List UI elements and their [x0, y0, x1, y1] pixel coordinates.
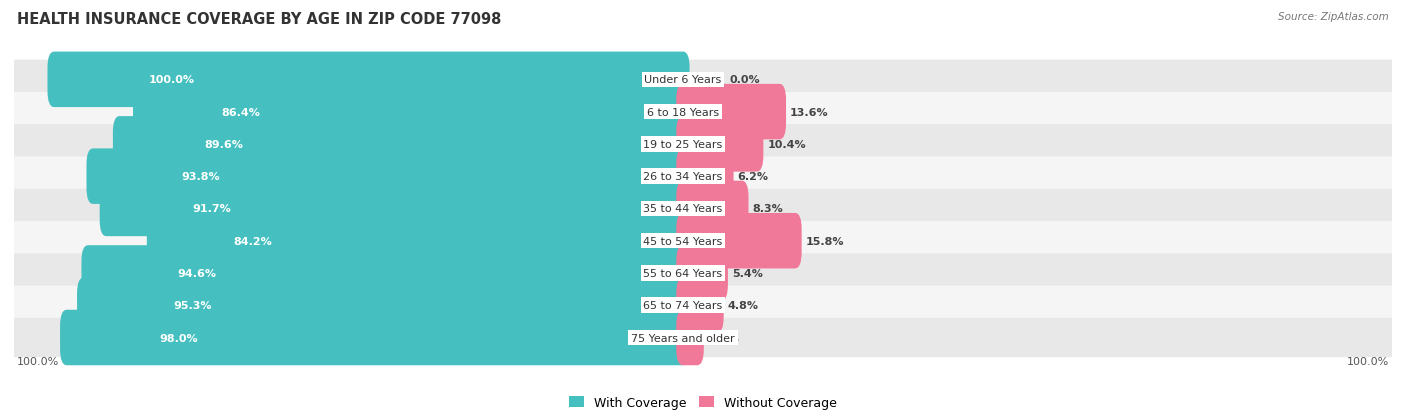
Text: 100.0%: 100.0% — [1347, 356, 1389, 366]
Text: 95.3%: 95.3% — [173, 301, 212, 311]
Text: Source: ZipAtlas.com: Source: ZipAtlas.com — [1278, 12, 1389, 22]
Text: 100.0%: 100.0% — [149, 75, 194, 85]
FancyBboxPatch shape — [13, 157, 1393, 196]
FancyBboxPatch shape — [13, 125, 1393, 164]
FancyBboxPatch shape — [134, 85, 689, 140]
Text: 100.0%: 100.0% — [17, 356, 59, 366]
FancyBboxPatch shape — [676, 85, 786, 140]
Text: 8.3%: 8.3% — [752, 204, 783, 214]
FancyBboxPatch shape — [112, 117, 689, 172]
Text: 93.8%: 93.8% — [181, 172, 221, 182]
Text: 2.0%: 2.0% — [707, 333, 738, 343]
Text: 75 Years and older: 75 Years and older — [631, 333, 735, 343]
Text: 89.6%: 89.6% — [204, 140, 243, 150]
Text: 6 to 18 Years: 6 to 18 Years — [647, 107, 718, 117]
Text: 35 to 44 Years: 35 to 44 Years — [644, 204, 723, 214]
Legend: With Coverage, Without Coverage: With Coverage, Without Coverage — [564, 391, 842, 413]
Text: Under 6 Years: Under 6 Years — [644, 75, 721, 85]
FancyBboxPatch shape — [676, 181, 748, 237]
Text: 86.4%: 86.4% — [221, 107, 260, 117]
Text: 45 to 54 Years: 45 to 54 Years — [644, 236, 723, 246]
FancyBboxPatch shape — [100, 181, 689, 237]
FancyBboxPatch shape — [60, 310, 689, 366]
Text: 55 to 64 Years: 55 to 64 Years — [644, 268, 723, 278]
FancyBboxPatch shape — [13, 61, 1393, 100]
FancyBboxPatch shape — [13, 93, 1393, 132]
Text: 10.4%: 10.4% — [768, 140, 806, 150]
FancyBboxPatch shape — [676, 278, 724, 333]
FancyBboxPatch shape — [13, 189, 1393, 228]
Text: HEALTH INSURANCE COVERAGE BY AGE IN ZIP CODE 77098: HEALTH INSURANCE COVERAGE BY AGE IN ZIP … — [17, 12, 502, 27]
Text: 91.7%: 91.7% — [193, 204, 232, 214]
Text: 13.6%: 13.6% — [790, 107, 828, 117]
FancyBboxPatch shape — [13, 254, 1393, 293]
FancyBboxPatch shape — [82, 246, 689, 301]
FancyBboxPatch shape — [13, 318, 1393, 357]
FancyBboxPatch shape — [676, 214, 801, 269]
FancyBboxPatch shape — [146, 214, 689, 269]
FancyBboxPatch shape — [676, 310, 704, 366]
Text: 65 to 74 Years: 65 to 74 Years — [644, 301, 723, 311]
FancyBboxPatch shape — [676, 246, 728, 301]
FancyBboxPatch shape — [676, 149, 734, 204]
Text: 6.2%: 6.2% — [738, 172, 769, 182]
Text: 98.0%: 98.0% — [159, 333, 198, 343]
Text: 94.6%: 94.6% — [177, 268, 217, 278]
FancyBboxPatch shape — [676, 117, 763, 172]
FancyBboxPatch shape — [13, 221, 1393, 261]
Text: 19 to 25 Years: 19 to 25 Years — [644, 140, 723, 150]
Text: 84.2%: 84.2% — [233, 236, 271, 246]
Text: 0.0%: 0.0% — [730, 75, 761, 85]
FancyBboxPatch shape — [87, 149, 689, 204]
FancyBboxPatch shape — [77, 278, 689, 333]
FancyBboxPatch shape — [13, 286, 1393, 325]
Text: 5.4%: 5.4% — [733, 268, 763, 278]
Text: 4.8%: 4.8% — [728, 301, 759, 311]
FancyBboxPatch shape — [48, 52, 689, 108]
Text: 15.8%: 15.8% — [806, 236, 844, 246]
Text: 26 to 34 Years: 26 to 34 Years — [644, 172, 723, 182]
